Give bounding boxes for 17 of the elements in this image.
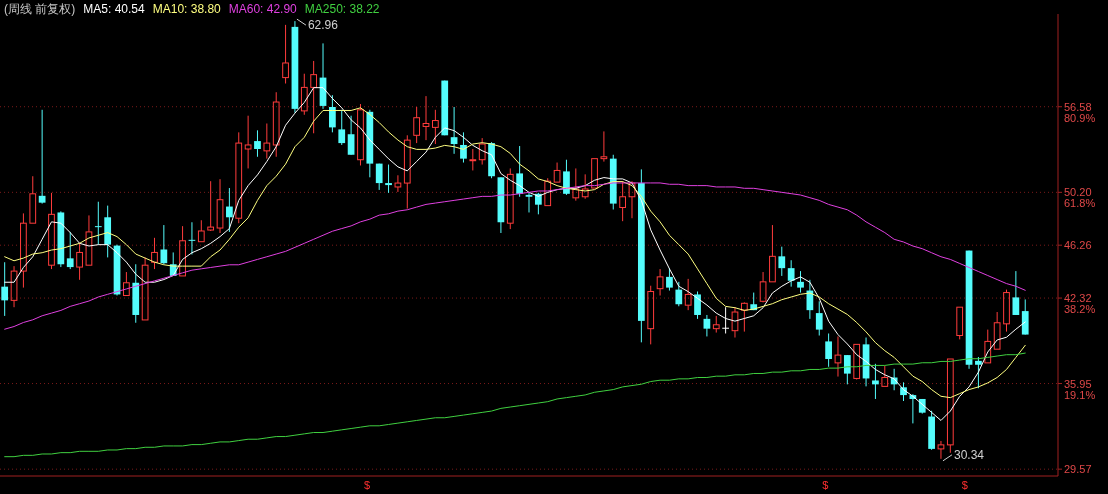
y-tick-label: 46.26 bbox=[1064, 239, 1092, 252]
chart-title: (周线 前复权) bbox=[4, 2, 76, 16]
y2-tick-label: 61.8% bbox=[1064, 197, 1096, 210]
text: $ bbox=[822, 479, 829, 491]
y2-tick-label: 38.2% bbox=[1064, 303, 1096, 315]
y2-tick-label: 19.1% bbox=[1064, 388, 1096, 401]
text: $ bbox=[364, 479, 371, 491]
y-tick-label: 35.95 bbox=[1064, 377, 1092, 390]
y2-tick-label: 80.9% bbox=[1064, 111, 1096, 124]
annotation: 62.96 bbox=[307, 18, 339, 33]
y-tick-label: 56.58 bbox=[1064, 100, 1092, 113]
y-tick-label: 29.57 bbox=[1064, 463, 1092, 476]
annotation: 30.34 bbox=[953, 447, 985, 462]
y-tick-label: 42.32 bbox=[1064, 292, 1092, 305]
y-tick-label: 50.20 bbox=[1064, 186, 1092, 199]
text: $ bbox=[961, 479, 968, 491]
legend: MA5: 40.54 MA10: 38.80 MA60: 42.90 MA250: 38.22 bbox=[83, 2, 380, 16]
